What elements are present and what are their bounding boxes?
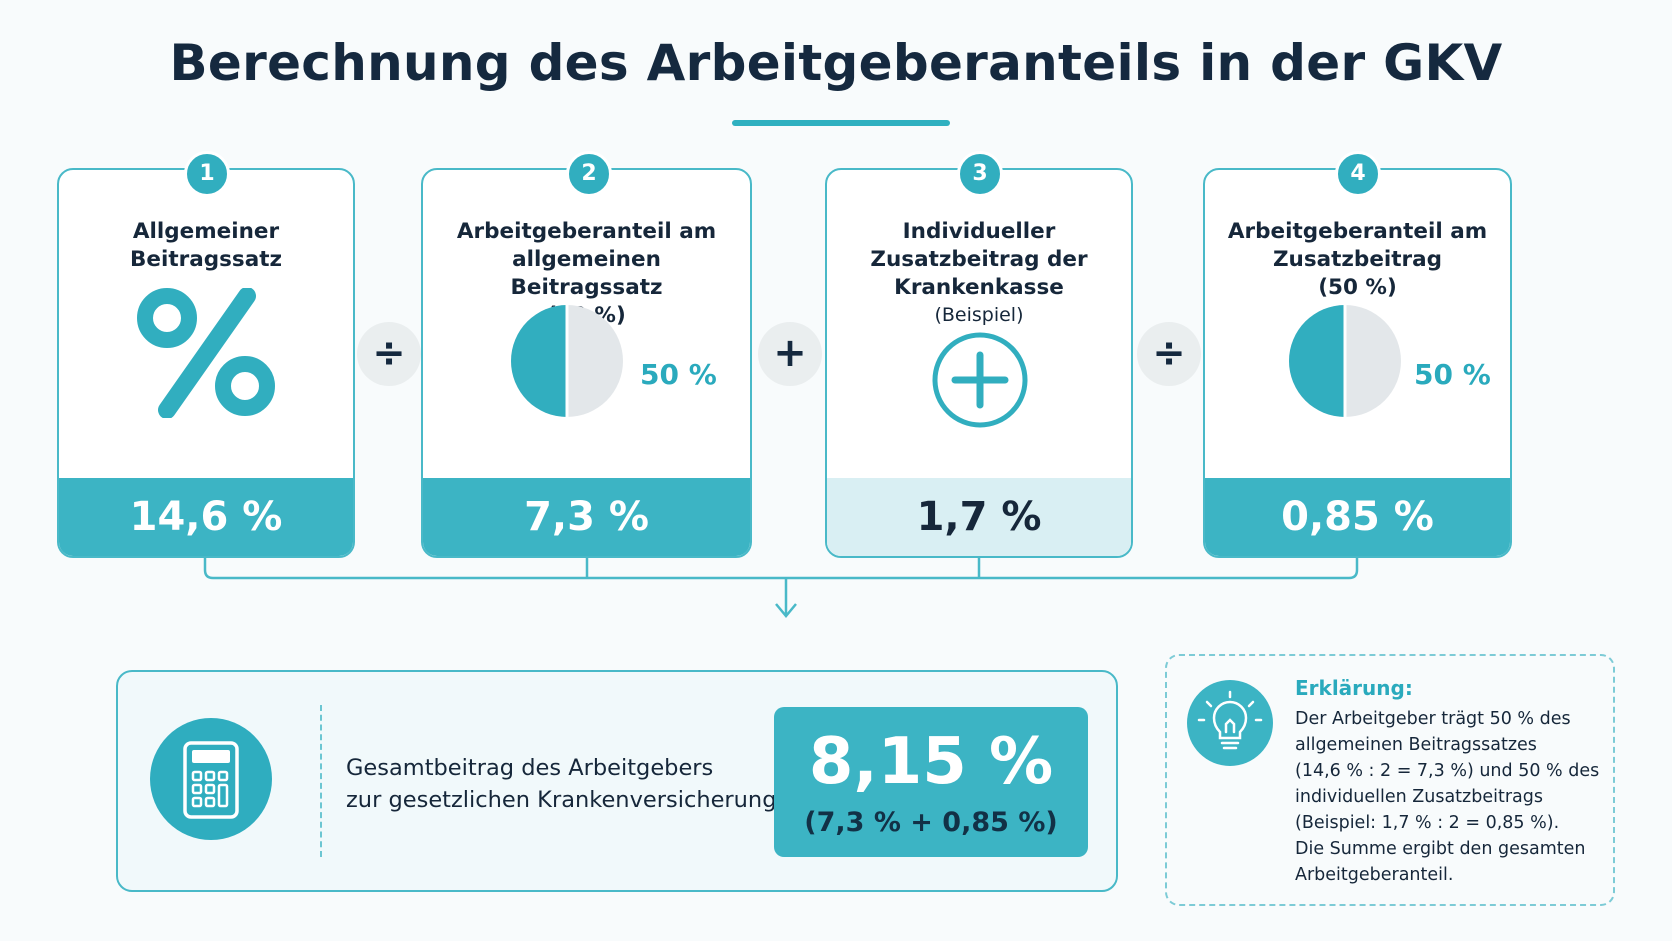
percent-icon	[137, 288, 275, 418]
calculator-icon	[150, 718, 272, 840]
lightbulb-icon	[1187, 680, 1273, 766]
step-4-badge: 4	[1335, 151, 1381, 197]
title-underline	[732, 120, 950, 126]
half-pie-icon	[1289, 305, 1401, 417]
step-2-value: 7,3 %	[423, 478, 750, 556]
plus-circle-icon	[932, 332, 1028, 428]
total-label-line-1: Gesamtbeitrag des Arbeitgebers	[346, 755, 714, 781]
step-card-4: Arbeitgeberanteil am Zusatzbeitrag (50 %…	[1203, 168, 1512, 558]
step-4-value: 0,85 %	[1205, 478, 1510, 556]
step-4-share-label: 50 %	[1414, 358, 1491, 391]
step-1-value: 14,6 %	[59, 478, 353, 556]
step-card-3: Individueller Zusatzbeitrag der Krankenk…	[825, 168, 1133, 558]
step-3-value: 1,7 %	[827, 478, 1131, 556]
step-card-2: Arbeitgeberanteil am allgemeinen Beitrag…	[421, 168, 752, 558]
step-3-badge: 3	[957, 151, 1003, 197]
plus-operator: +	[758, 322, 822, 386]
total-breakdown: (7,3 % + 0,85 %)	[804, 807, 1058, 838]
step-2-badge: 2	[566, 151, 612, 197]
step-3-subtitle: (Beispiel)	[934, 304, 1024, 326]
step-card-1: Allgemeiner Beitragssatz 14,6 %	[57, 168, 355, 558]
step-1-title: Allgemeiner Beitragssatz	[129, 219, 282, 272]
down-arrow-icon	[775, 603, 797, 618]
step-1-badge: 1	[184, 151, 230, 197]
total-divider	[320, 705, 322, 857]
total-value: 8,15 %	[808, 725, 1054, 799]
total-label: Gesamtbeitrag des Arbeitgebers zur geset…	[346, 752, 776, 816]
explanation-text: Der Arbeitgeber trägt 50 % des allgemein…	[1295, 709, 1600, 885]
half-pie-icon	[511, 305, 623, 417]
page-title: Berechnung des Arbeitgeberanteils in der…	[169, 34, 1503, 92]
total-label-line-2: zur gesetzlichen Krankenversicherung	[346, 787, 777, 813]
step-4-title: Arbeitgeberanteil am Zusatzbeitrag (50 %…	[1227, 219, 1488, 300]
connector-lines	[203, 558, 1359, 618]
total-value-box: 8,15 % (7,3 % + 0,85 %)	[774, 707, 1088, 857]
explanation-title: Erklärung:	[1295, 676, 1413, 700]
step-3-title: Individueller Zusatzbeitrag der Krankenk…	[870, 219, 1088, 300]
divide-operator-2: ÷	[1137, 322, 1201, 386]
divide-operator-1: ÷	[357, 322, 421, 386]
step-2-share-label: 50 %	[640, 358, 717, 391]
